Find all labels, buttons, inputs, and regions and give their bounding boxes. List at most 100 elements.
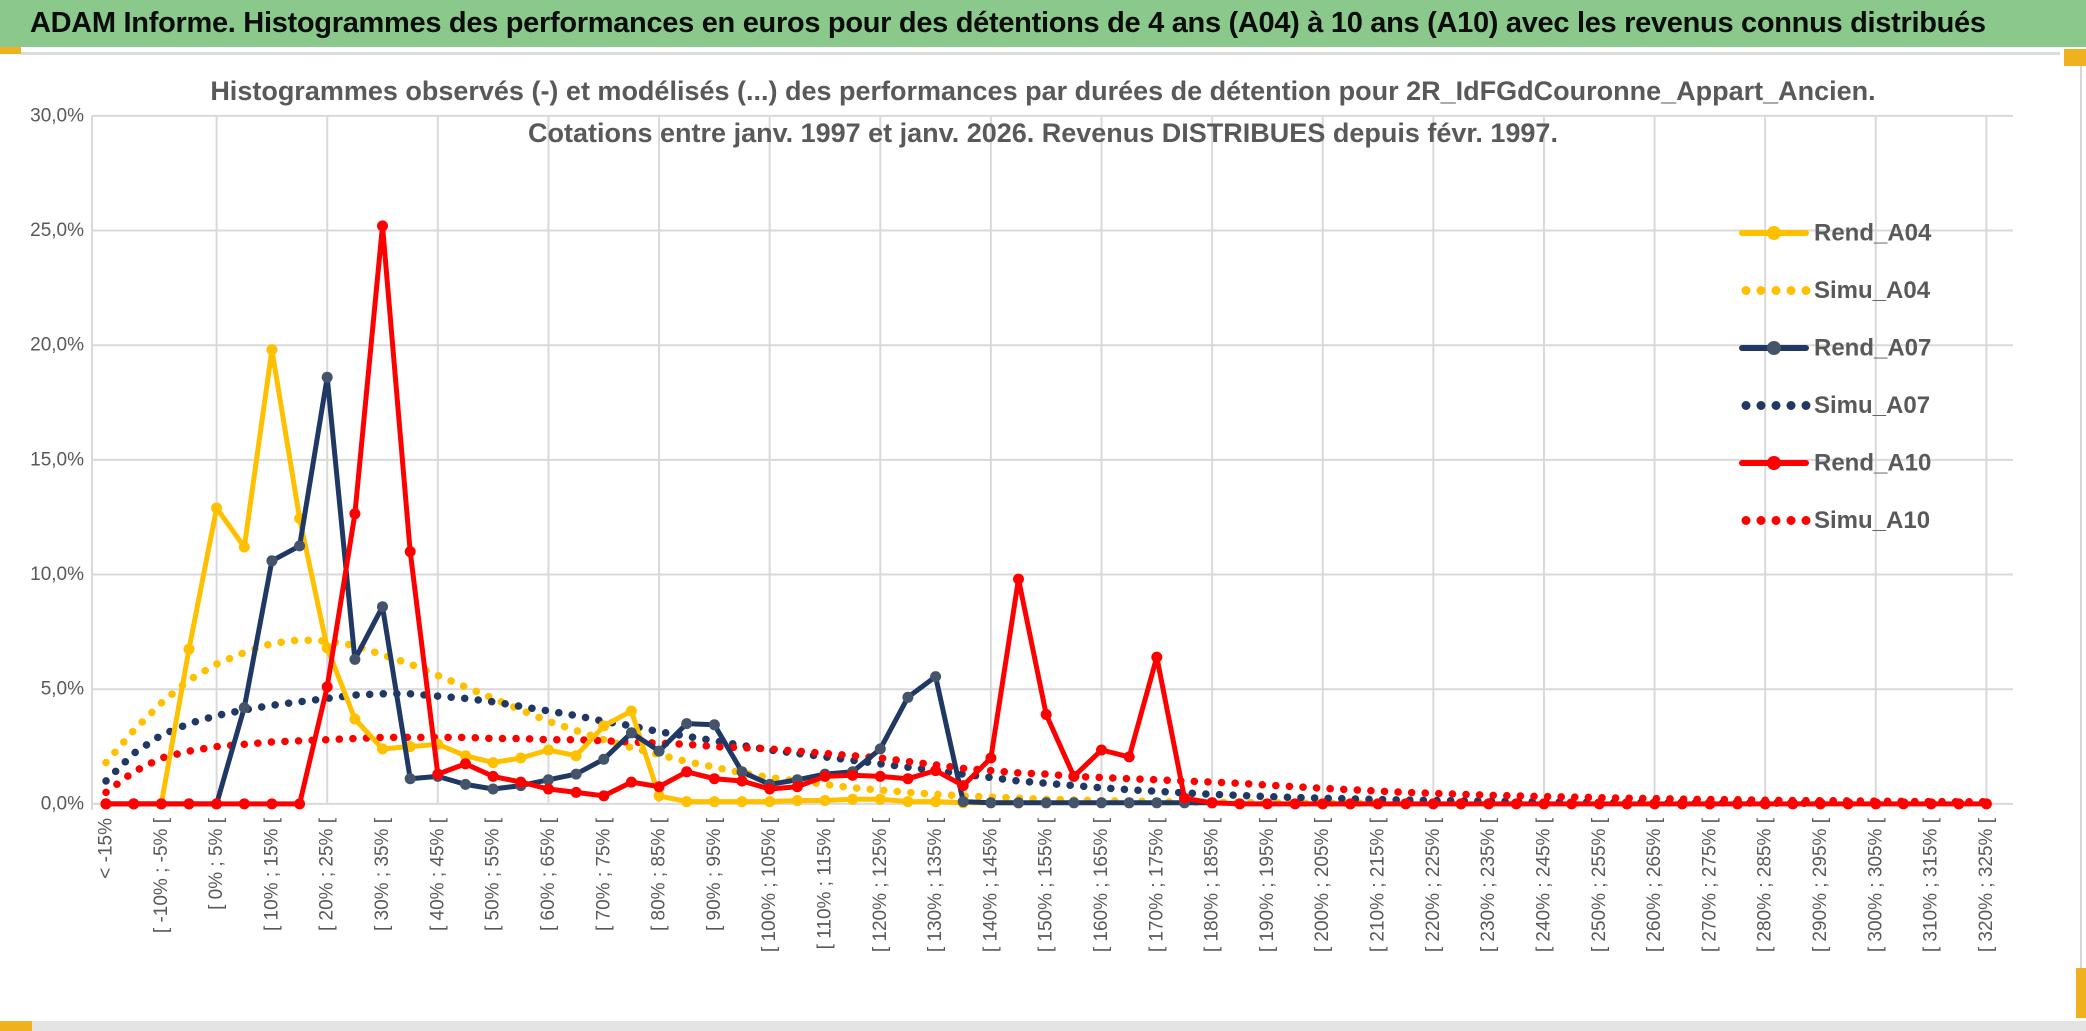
series-Rend_A10-marker xyxy=(819,770,831,782)
chart-title-line1: Histogrammes observés (-) et modélisés (… xyxy=(210,76,1876,106)
series-Rend_A10-marker xyxy=(432,768,444,780)
legend-item-Rend_A04: Rend_A04 xyxy=(1739,220,1932,247)
series-Rend_A10-marker xyxy=(708,773,720,785)
y-axis-label: 25,0% xyxy=(30,220,84,241)
legend-swatch-dot xyxy=(1786,286,1796,295)
x-axis-label: [ 320% ; 325% [ xyxy=(1976,817,1997,952)
series-Rend_A07-marker xyxy=(321,371,333,383)
x-axis-label: [ 80% ; 85% [ xyxy=(649,817,670,931)
series-Rend_A07-marker xyxy=(1040,797,1052,809)
series-Rend_A10-marker xyxy=(487,770,499,782)
series-Rend_A10-marker xyxy=(128,798,140,810)
series-Rend_A10-marker xyxy=(1953,798,1965,810)
series-Rend_A10-marker xyxy=(1179,792,1190,804)
legend-swatch-dot xyxy=(1756,401,1766,410)
legend-swatch-marker xyxy=(1767,226,1781,240)
panel-right-border xyxy=(2080,66,2082,1018)
series-Rend_A10-marker xyxy=(349,508,361,520)
series-Rend_A04-marker xyxy=(515,752,527,764)
x-axis-label: [ 270% ; 275% [ xyxy=(1699,817,1720,952)
series-Rend_A10-marker xyxy=(1870,798,1882,810)
x-axis-label: [ 70% ; 75% [ xyxy=(593,817,614,931)
series-Rend_A04-marker xyxy=(460,750,471,762)
series-Rend_A07-marker xyxy=(377,601,388,613)
x-axis-label: [ 280% ; 285% [ xyxy=(1755,817,1776,952)
series-Rend_A10-marker xyxy=(515,776,527,788)
x-axis-label: [ 190% ; 195% [ xyxy=(1257,817,1278,952)
legend-item-Rend_A10: Rend_A10 xyxy=(1739,450,1931,477)
legend-swatch-dot xyxy=(1741,516,1751,525)
series-Rend_A04-marker xyxy=(764,796,776,808)
x-axis-label: [ 200% ; 205% [ xyxy=(1312,817,1333,952)
series-Rend_A07-marker xyxy=(681,718,693,730)
series-Rend_A10-marker xyxy=(1068,770,1080,782)
series-Rend_A07-marker xyxy=(294,540,306,552)
series-Rend_A10-marker xyxy=(183,798,195,810)
series-Rend_A04-marker xyxy=(625,705,637,717)
series-Rend_A10-marker xyxy=(1815,798,1826,810)
legend-swatch-dot xyxy=(1771,286,1781,295)
y-axis-label: 10,0% xyxy=(30,564,84,585)
series-Rend_A07-marker xyxy=(708,719,720,731)
corner-accent-bottom-left xyxy=(0,1021,32,1031)
series-Rend_A07-marker xyxy=(1123,797,1135,809)
series-Rend_A04-marker xyxy=(736,796,748,808)
series-Rend_A07-marker xyxy=(1096,797,1107,809)
legend-label: Rend_A10 xyxy=(1814,450,1931,477)
series-Rend_A07-marker xyxy=(238,702,250,714)
legend-swatch-dot xyxy=(1801,516,1811,525)
series-Rend_A04-marker xyxy=(598,720,610,732)
legend-label: Rend_A07 xyxy=(1814,335,1931,362)
x-axis-label: [ -10% ; -5% [ xyxy=(151,817,172,933)
series-Rend_A10-marker xyxy=(1123,751,1135,763)
series-Rend_A04-marker xyxy=(902,796,914,808)
series-Rend_A10-marker xyxy=(1483,798,1495,810)
series-Rend_A07-marker xyxy=(653,745,665,757)
series-Rend_A07-marker xyxy=(625,727,637,739)
series-Rend_A10-marker xyxy=(1151,651,1163,663)
x-axis-label: [ 10% ; 15% [ xyxy=(261,817,282,931)
series-Rend_A10-marker xyxy=(1704,798,1716,810)
legend-swatch-dot xyxy=(1756,286,1766,295)
x-axis-label: [ 20% ; 25% [ xyxy=(317,817,338,931)
chart-title-line2: Cotations entre janv. 1997 et janv. 2026… xyxy=(528,118,1558,148)
x-axis-label: [ 130% ; 135% [ xyxy=(925,817,946,952)
x-axis-label: [ 100% ; 105% [ xyxy=(759,817,780,952)
series-Rend_A10-marker xyxy=(791,781,803,793)
series-Rend_A04-marker xyxy=(542,744,554,756)
series-Rend_A10-marker xyxy=(681,766,693,778)
series-Rend_A04-marker xyxy=(681,796,693,808)
series-Rend_A07-marker xyxy=(736,766,748,778)
series-Rend_A10-marker xyxy=(1732,798,1743,810)
legend-swatch-dot xyxy=(1771,516,1781,525)
series-Rend_A10-marker xyxy=(874,770,886,782)
series-Rend_A07-marker xyxy=(1013,797,1024,809)
series-Rend_A07-marker xyxy=(957,796,969,808)
x-axis-label: [ 50% ; 55% [ xyxy=(483,817,504,931)
y-axis-label: 30,0% xyxy=(30,105,84,126)
series-Rend_A10-marker xyxy=(570,786,582,798)
series-Rend_A10-marker xyxy=(1759,798,1771,810)
legend-label: Rend_A04 xyxy=(1814,220,1932,247)
legend-swatch-dot xyxy=(1786,401,1796,410)
series-Rend_A10-marker xyxy=(1649,798,1661,810)
legend-swatch-dot xyxy=(1801,286,1811,295)
series-Rend_A04-marker xyxy=(211,502,223,514)
series-Rend_A04-marker xyxy=(708,796,720,808)
series-Rend_A04-marker xyxy=(321,642,333,654)
x-axis-label: [ 60% ; 65% [ xyxy=(538,817,559,931)
x-axis-label: [ 260% ; 265% [ xyxy=(1644,817,1665,952)
series-Rend_A10-marker xyxy=(1621,798,1633,810)
series-Rend_A10-marker xyxy=(653,781,665,793)
series-Rend_A04-marker xyxy=(874,793,886,805)
x-axis-label: [ 180% ; 185% [ xyxy=(1202,817,1223,952)
series-Rend_A10-marker xyxy=(1897,798,1909,810)
series-Rend_A10-marker xyxy=(1261,798,1273,810)
series-Rend_A10-marker xyxy=(1842,798,1854,810)
series-Rend_A10-marker xyxy=(1676,798,1688,810)
series-Rend_A07-marker xyxy=(349,653,361,665)
series-Rend_A10-marker xyxy=(625,776,637,788)
corner-accent-bottom-right xyxy=(2076,968,2086,1018)
x-axis-label: [ 300% ; 305% [ xyxy=(1865,817,1886,952)
